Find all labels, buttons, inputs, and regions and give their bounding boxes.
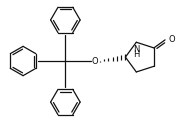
Text: H: H [133, 50, 140, 59]
Text: O: O [92, 56, 98, 66]
Text: O: O [168, 35, 175, 44]
Text: N: N [133, 45, 140, 54]
